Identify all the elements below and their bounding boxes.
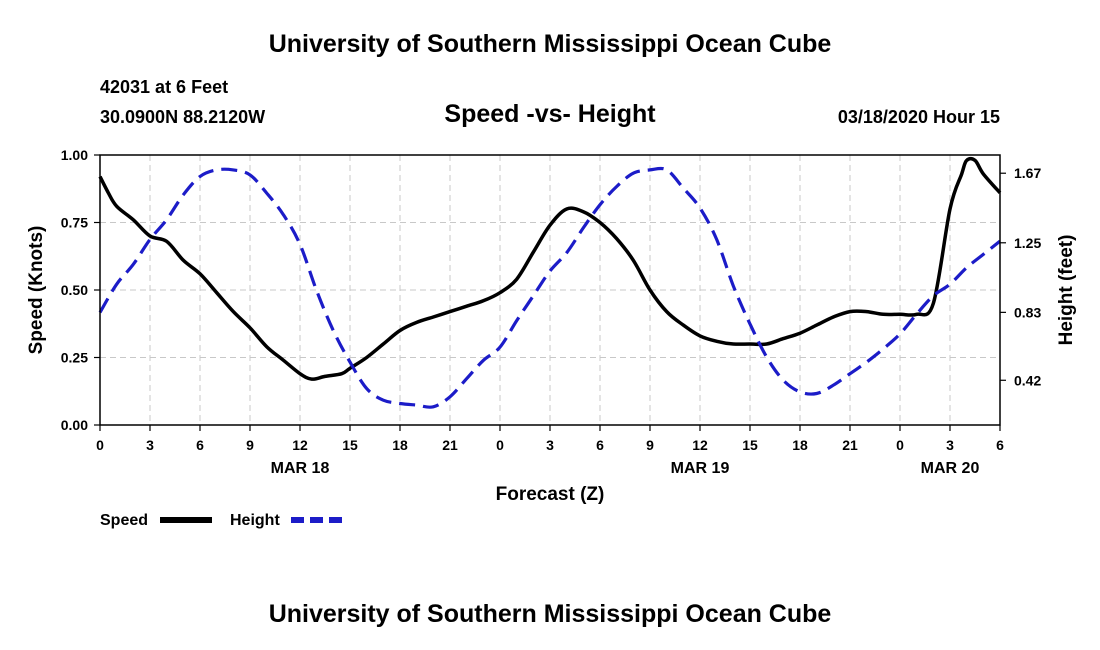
series-lines (98, 156, 1002, 409)
y-right-tick-label: 0.42 (1014, 372, 1041, 388)
page-title: University of Southern Mississippi Ocean… (268, 30, 832, 58)
coordinates-label: 30.0900N 88.2120W (100, 107, 266, 127)
y-tick-label: 1.00 (61, 147, 88, 163)
y-tick-label: 0.50 (61, 282, 88, 298)
series-height-line (98, 166, 1001, 409)
x-tick-label: 6 (596, 437, 604, 453)
date-label: MAR 18 (271, 460, 330, 477)
legend-height-label: Height (230, 512, 280, 529)
y-tick-label: 0.25 (61, 350, 88, 366)
x-tick-label: 18 (792, 437, 808, 453)
y-tick-label: 0.75 (61, 215, 88, 231)
forecast-datetime: 03/18/2020 Hour 15 (837, 107, 1000, 127)
x-tick-label: 0 (896, 437, 904, 453)
x-tick-label: 9 (246, 437, 254, 453)
legend: Speed Height (100, 512, 343, 529)
station-label: 42031 at 6 Feet (100, 77, 229, 97)
series-speed-line (98, 156, 1002, 381)
y-right-tick-label: 1.67 (1014, 165, 1041, 181)
footer-title: University of Southern Mississippi Ocean… (268, 600, 832, 628)
x-tick-label: 0 (496, 437, 504, 453)
x-tick-label: 6 (196, 437, 204, 453)
y-right-tick-label: 0.83 (1014, 304, 1041, 320)
x-tick-label: 6 (996, 437, 1004, 453)
axis-labels: Forecast (Z) Speed (Knots) Height (feet) (26, 226, 1077, 505)
y-right-tick-label: 1.25 (1014, 235, 1041, 251)
date-label: MAR 20 (921, 460, 980, 477)
date-label: MAR 19 (671, 460, 730, 477)
x-tick-label: 3 (146, 437, 154, 453)
x-tick-label: 3 (946, 437, 954, 453)
x-tick-label: 9 (646, 437, 654, 453)
x-tick-label: 12 (692, 437, 708, 453)
x-axis-title: Forecast (Z) (496, 484, 605, 505)
x-tick-label: 18 (392, 437, 408, 453)
x-tick-label: 15 (342, 437, 358, 453)
y-axis-title: Speed (Knots) (26, 226, 47, 355)
axes: 0 3 6 9 12 15 18 21 0 3 6 9 12 15 18 21 0 3 6 0.00 0.25 0.50 0… (61, 147, 1042, 477)
chart-title: Speed -vs- Height (444, 100, 656, 128)
grid (100, 155, 1000, 425)
x-tick-label: 21 (842, 437, 858, 453)
y-tick-label: 0.00 (61, 417, 88, 433)
x-tick-label: 12 (292, 437, 308, 453)
x-tick-label: 15 (742, 437, 758, 453)
x-tick-label: 0 (96, 437, 104, 453)
legend-speed-label: Speed (100, 512, 148, 529)
x-tick-label: 21 (442, 437, 458, 453)
x-tick-label: 3 (546, 437, 554, 453)
y-right-axis-title: Height (feet) (1056, 235, 1077, 346)
